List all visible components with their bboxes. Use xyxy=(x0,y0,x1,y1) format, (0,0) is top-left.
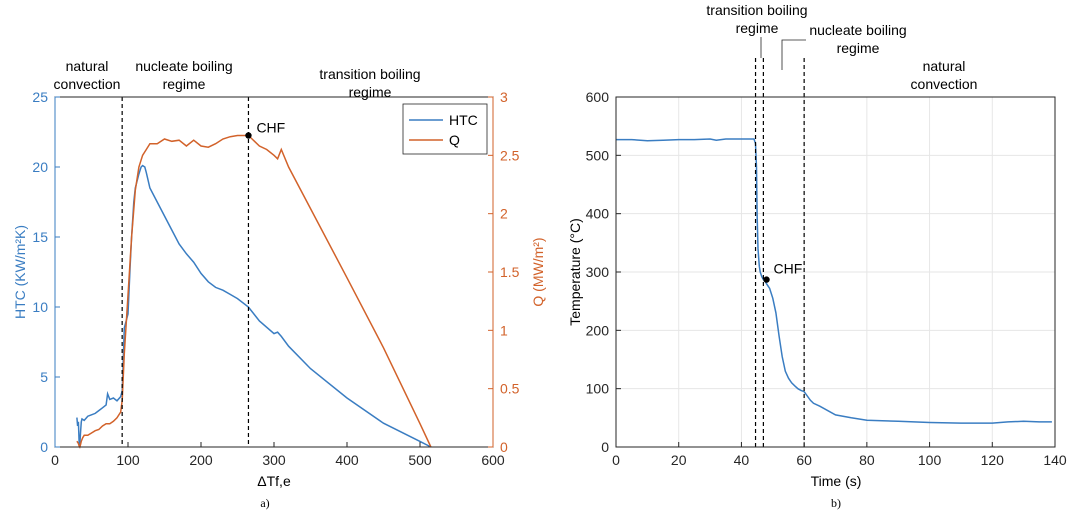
chart-a-caption: a) xyxy=(260,496,269,510)
left-y-tick-label: 20 xyxy=(32,159,48,175)
region-label-transition-line2: regime xyxy=(349,84,392,100)
series-line-temperature xyxy=(616,138,1052,424)
left-y-tick-label: 10 xyxy=(32,299,48,315)
region-label-transition-line1: transition boiling xyxy=(319,66,420,82)
chart-a-regime-dividers xyxy=(121,97,250,447)
x-tick-label: 100 xyxy=(116,452,140,468)
right-y-tick-label: 0.5 xyxy=(500,381,520,397)
chart-a-right-ticks: 0 0.5 1 1.5 2 2.5 3 xyxy=(488,89,520,455)
x-tick-label: 600 xyxy=(481,452,505,468)
chart-b-y-ticks: 0 100 200 300 400 500 600 xyxy=(586,89,621,455)
chart-b-chf-label: CHF xyxy=(774,261,803,277)
chart-a-chf-label: CHF xyxy=(256,120,285,136)
top-label-transition-line2: regime xyxy=(736,20,779,36)
chart-a-legend: HTC Q xyxy=(402,103,488,155)
chart-b-x-ticks: 0 20 40 60 80 100 120 140 xyxy=(612,442,1067,468)
y-tick-label: 500 xyxy=(586,147,610,163)
left-y-tick-label: 5 xyxy=(40,369,48,385)
x-tick-label: 400 xyxy=(335,452,359,468)
top-label-natural-line2: convection xyxy=(911,76,978,92)
chart-b-x-label: Time (s) xyxy=(811,473,862,489)
series-line-q xyxy=(76,134,432,449)
top-label-nucleate-line1: nucleate boiling xyxy=(809,22,906,38)
legend-box xyxy=(402,103,488,155)
leader-line-nucleate xyxy=(781,39,806,70)
right-y-tick-label: 0 xyxy=(500,439,508,455)
x-tick-label: 0 xyxy=(612,452,620,468)
region-label-natural-line2: convection xyxy=(54,76,121,92)
chart-b-y-label: Temperature (°C) xyxy=(567,218,583,326)
x-tick-label: 500 xyxy=(408,452,432,468)
chart-b: 0 20 40 60 80 100 120 140 0 100 200 300 400 500 600 t… xyxy=(567,2,1067,510)
series-line-htc xyxy=(76,164,432,448)
x-tick-label: 100 xyxy=(918,452,942,468)
left-y-tick-label: 15 xyxy=(32,229,48,245)
chart-a-series-lines xyxy=(76,134,432,449)
x-tick-label: 140 xyxy=(1043,452,1067,468)
chart-b-caption: b) xyxy=(831,496,841,510)
right-y-tick-label: 2.5 xyxy=(500,147,520,163)
top-label-transition-line1: transition boiling xyxy=(706,2,807,18)
y-tick-label: 600 xyxy=(586,89,610,105)
chart-b-chf-marker xyxy=(763,276,770,283)
chart-a-right-y-label: Q (MW/m²) xyxy=(530,237,546,306)
legend-label-q: Q xyxy=(449,132,460,148)
y-tick-label: 0 xyxy=(601,439,609,455)
y-tick-label: 400 xyxy=(586,206,610,222)
y-tick-label: 200 xyxy=(586,322,610,338)
top-label-natural-line1: natural xyxy=(923,58,966,74)
legend-label-htc: HTC xyxy=(449,112,478,128)
x-tick-label: 0 xyxy=(51,452,59,468)
left-y-tick-label: 25 xyxy=(32,89,48,105)
chart-a-x-label: ΔTf,e xyxy=(257,473,291,489)
right-y-tick-label: 1.5 xyxy=(500,264,520,280)
chart-a-left-ticks: 0 5 10 15 20 25 xyxy=(32,89,60,455)
x-tick-label: 120 xyxy=(981,452,1005,468)
x-tick-label: 40 xyxy=(734,452,750,468)
chart-b-series-lines xyxy=(616,138,1052,424)
x-tick-label: 20 xyxy=(671,452,687,468)
region-label-nucleate-line1: nucleate boiling xyxy=(135,58,232,74)
y-tick-label: 100 xyxy=(586,381,610,397)
region-label-nucleate-line2: regime xyxy=(163,76,206,92)
right-y-tick-label: 1 xyxy=(500,322,508,338)
left-y-tick-label: 0 xyxy=(40,439,48,455)
x-tick-label: 300 xyxy=(262,452,286,468)
chart-b-regime-dividers xyxy=(754,58,805,447)
region-label-natural-line1: natural xyxy=(66,58,109,74)
right-y-tick-label: 3 xyxy=(500,89,508,105)
top-label-nucleate-line2: regime xyxy=(837,40,880,56)
x-tick-label: 200 xyxy=(189,452,213,468)
chart-a-chf-marker xyxy=(245,132,252,139)
right-y-tick-label: 2 xyxy=(500,206,508,222)
x-tick-label: 60 xyxy=(796,452,812,468)
chart-a-left-y-label: HTC (KW/m²K) xyxy=(12,225,28,319)
chart-a: 0 100 200 300 400 500 600 0 5 10 15 20 25 0 0.5 1 1.5 2… xyxy=(12,58,546,510)
y-tick-label: 300 xyxy=(586,264,610,280)
x-tick-label: 80 xyxy=(859,452,875,468)
